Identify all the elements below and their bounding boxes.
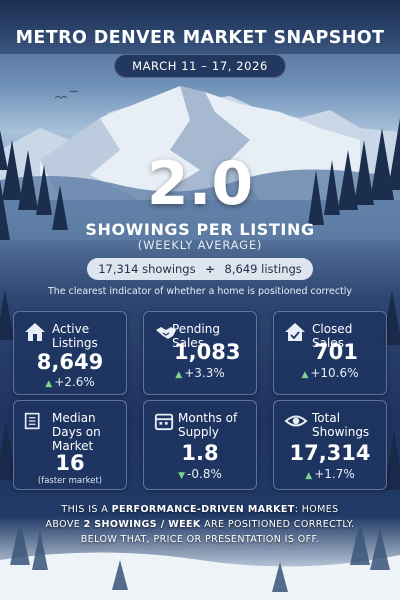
mountain-shadow bbox=[150, 86, 260, 200]
up-arrow-icon: ▲ bbox=[175, 370, 183, 380]
title-banner bbox=[0, 0, 400, 54]
up-arrow-icon: ▲ bbox=[45, 379, 53, 389]
calc-listings: 8,649 listings bbox=[224, 262, 302, 276]
calendar-icon bbox=[154, 413, 174, 431]
house-icon bbox=[25, 323, 45, 341]
calculation-pill: 17,314 showings ÷ 8,649 listings bbox=[87, 258, 313, 280]
stat-change: ▲ +2.6% bbox=[45, 375, 95, 389]
stat-card-months-of-supply: Months of Supply 1.8 ▼ -0.8% bbox=[143, 400, 257, 490]
bird-icon bbox=[54, 96, 68, 99]
hero-value: 2.0 bbox=[146, 149, 254, 219]
stat-value: 1.8 bbox=[181, 441, 219, 465]
stat-value: 701 bbox=[314, 340, 358, 364]
stat-change: ▼ -0.8% bbox=[178, 467, 222, 481]
footer-line-1: THIS IS A PERFORMANCE-DRIVEN MARKET: HOM… bbox=[61, 504, 339, 515]
hero-sublabel: (WEEKLY AVERAGE) bbox=[137, 238, 263, 252]
down-arrow-icon: ▼ bbox=[178, 471, 186, 481]
footer-line-3: BELOW THAT, PRICE OR PRESENTATION IS OFF… bbox=[80, 534, 320, 545]
stat-label: Pending Sales bbox=[172, 322, 220, 350]
stat-value: 17,314 bbox=[289, 441, 371, 465]
date-range-badge: MARCH 11 – 17, 2026 bbox=[114, 54, 286, 78]
footer-line-2: ABOVE 2 SHOWINGS / WEEK ARE POSITIONED C… bbox=[45, 519, 355, 530]
mid-ridge bbox=[0, 169, 400, 240]
stat-label: Active Listings bbox=[52, 322, 98, 350]
stat-card-median-days-on-market: Median Days on Market 16 (faster market) bbox=[13, 400, 127, 490]
bottom-forest bbox=[10, 520, 390, 592]
stat-card-closed-sales: Closed Sales 701 ▲ +10.6% bbox=[273, 311, 387, 395]
stat-card-pending-sales: Pending Sales 1,083 ▲ +3.3% bbox=[143, 311, 257, 395]
right-forest bbox=[308, 118, 400, 225]
up-arrow-icon: ▲ bbox=[301, 370, 309, 380]
left-forest bbox=[0, 130, 68, 240]
document-icon bbox=[24, 412, 40, 430]
stat-label: Total Showings bbox=[312, 411, 370, 439]
hero-tagline: The clearest indicator of whether a home… bbox=[47, 286, 353, 297]
stat-change: ▲ +1.7% bbox=[305, 467, 355, 481]
stat-value: 16 bbox=[55, 451, 85, 475]
footer-message: THIS IS A PERFORMANCE-DRIVEN MARKET: HOM… bbox=[20, 502, 380, 547]
stat-label: Months of Supply bbox=[178, 411, 238, 439]
stat-value: 1,083 bbox=[174, 340, 241, 364]
stat-change: ▲ +3.3% bbox=[175, 366, 225, 380]
calc-showings: 17,314 showings bbox=[98, 262, 196, 276]
hero-label: SHOWINGS PER LISTING bbox=[85, 220, 315, 239]
divide-operator: ÷ bbox=[205, 262, 215, 276]
side-trees bbox=[0, 290, 400, 490]
handshake-icon bbox=[156, 327, 176, 339]
page-title: METRO DENVER MARKET SNAPSHOT bbox=[15, 28, 385, 48]
up-arrow-icon: ▲ bbox=[305, 471, 313, 481]
stat-change: ▲ +10.6% bbox=[301, 366, 359, 380]
stat-label: Median Days on Market bbox=[52, 411, 101, 453]
stat-card-total-showings: Total Showings 17,314 ▲ +1.7% bbox=[273, 400, 387, 490]
stat-note: (faster market) bbox=[37, 476, 103, 486]
stat-value: 8,649 bbox=[36, 350, 104, 374]
house-check-icon bbox=[285, 323, 305, 341]
stat-card-active-listings: Active Listings 8,649 ▲ +2.6% bbox=[13, 311, 127, 395]
bird-icon bbox=[69, 90, 79, 93]
stat-label: Closed Sales bbox=[312, 322, 353, 350]
eye-icon bbox=[284, 415, 308, 427]
snow-ground bbox=[0, 552, 400, 600]
